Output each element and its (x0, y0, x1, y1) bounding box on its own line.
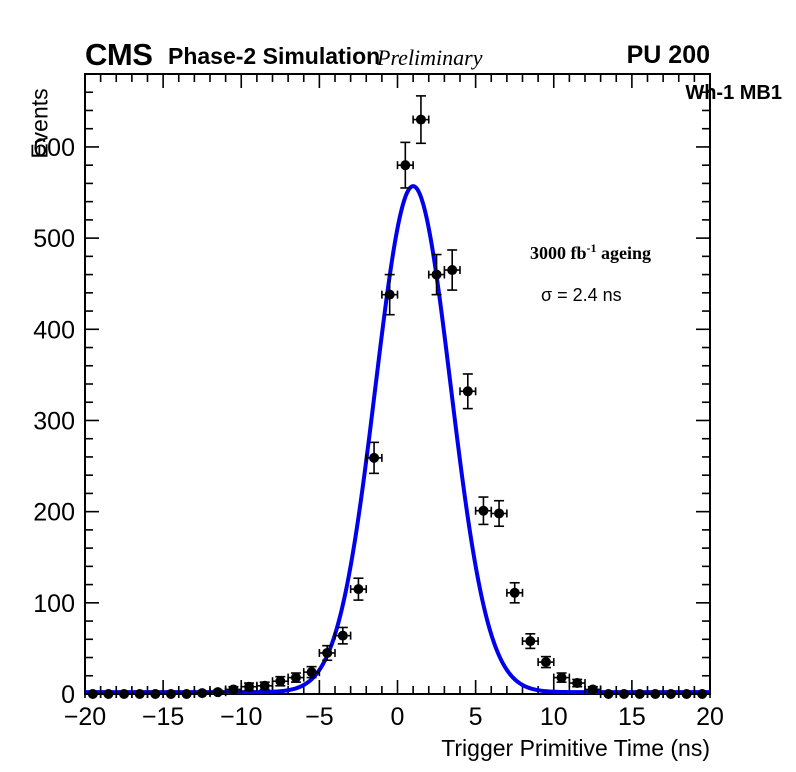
data-point (650, 689, 661, 699)
x-tick-label: 10 (540, 703, 568, 731)
data-point (306, 667, 317, 678)
data-point (572, 678, 583, 689)
data-point (540, 657, 551, 668)
data-point (353, 584, 364, 595)
data-points-group (84, 95, 711, 699)
luminosity-exponent: -1 (586, 241, 597, 255)
data-point (322, 647, 333, 658)
data-point (634, 689, 645, 699)
data-point (228, 684, 239, 695)
x-tick-label: −20 (64, 703, 106, 731)
x-tick-label: −5 (305, 703, 334, 731)
data-point (87, 689, 98, 699)
data-point (119, 689, 130, 699)
preliminary-label: Preliminary (377, 45, 483, 70)
data-point (181, 689, 192, 699)
data-point (525, 636, 536, 647)
data-point (556, 672, 567, 683)
data-point (509, 587, 520, 598)
data-point (290, 672, 301, 683)
cms-header: CMS Phase-2 Simulation Preliminary PU 20… (85, 38, 710, 72)
gaussian-fit-curve (84, 184, 711, 695)
data-point (447, 265, 458, 276)
sigma-annotation: σ = 2.4 ns (541, 285, 622, 305)
data-point (134, 689, 145, 699)
data-point (337, 630, 348, 641)
luminosity-suffix: ageing (596, 243, 652, 263)
y-tick-label: 200 (33, 499, 75, 527)
x-tick-label: −15 (142, 703, 184, 731)
data-point (619, 689, 630, 699)
pileup-label: PU 200 (626, 41, 710, 69)
simulation-label: Phase-2 Simulation (168, 43, 381, 69)
x-tick-label: −10 (220, 703, 262, 731)
data-point (478, 505, 489, 516)
y-tick-label: 100 (33, 590, 75, 618)
data-point (681, 689, 692, 699)
x-axis-title: Trigger Primitive Time (ns) (441, 735, 710, 761)
y-tick-label: 300 (33, 407, 75, 435)
x-tick-label: 0 (391, 703, 405, 731)
y-tick-label: 600 (33, 134, 75, 162)
data-point (259, 680, 270, 691)
data-point (150, 689, 161, 699)
data-point (197, 688, 208, 699)
x-tick-label: 15 (618, 703, 646, 731)
cms-logo: CMS (85, 37, 153, 72)
y-tick-label: 400 (33, 316, 75, 344)
data-point (275, 676, 286, 687)
data-point (665, 689, 676, 699)
data-point (384, 289, 395, 300)
data-point (244, 681, 255, 692)
y-tick-label: 0 (61, 681, 75, 709)
data-point (462, 386, 473, 397)
data-point (400, 160, 411, 171)
data-point (603, 689, 614, 699)
data-point (369, 452, 380, 463)
data-point (212, 687, 223, 698)
x-tick-label: 20 (696, 703, 724, 731)
data-point (697, 689, 708, 699)
data-point (103, 689, 114, 699)
data-point (415, 114, 426, 125)
x-tick-label: 5 (469, 703, 483, 731)
data-point (494, 508, 505, 519)
luminosity-annotation: 3000 fb-1 ageing (530, 241, 651, 264)
data-point (431, 269, 442, 280)
luminosity-prefix: 3000 fb (530, 243, 587, 263)
data-point (165, 689, 176, 699)
y-tick-label: 500 (33, 225, 75, 253)
data-point (587, 684, 598, 695)
